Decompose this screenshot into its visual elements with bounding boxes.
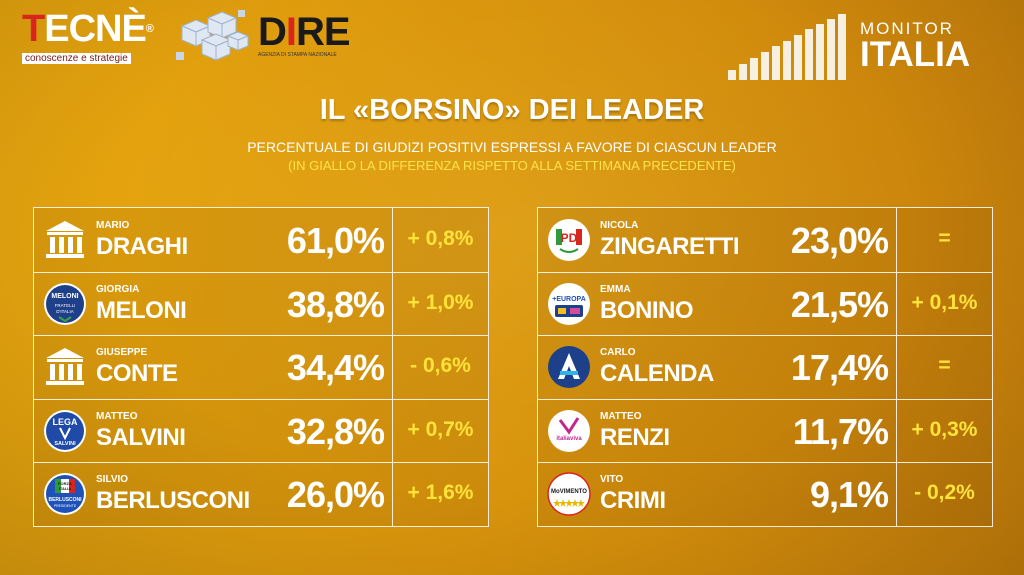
table-row: FORZA ITALIA BERLUSCONI PRESIDENTE SILVI…	[34, 462, 488, 526]
leader-difference: + 1,0%	[407, 290, 474, 314]
leader-percentage: 17,4%	[790, 347, 889, 389]
europa-logo: +EUROPA	[548, 282, 590, 325]
dire-logo-re: RE	[296, 10, 351, 54]
chart-note: (IN GIALLO LA DIFFERENZA RISPETTO ALLA S…	[288, 158, 736, 173]
building-icon	[46, 348, 84, 386]
fi-logo-text-3: BERLUSCONI	[48, 497, 82, 503]
cubes-icon	[176, 10, 250, 61]
europa-logo-text: +EUROPA	[552, 296, 586, 303]
table-row: GIUSEPPE CONTE 34,4% - 0,6%	[34, 335, 488, 400]
tecne-logo-subtitle: conoscenze e strategie	[22, 53, 131, 64]
table-row: +EUROPA EMMA BONINO 21,5% + 0,1%	[538, 272, 992, 337]
dire-logo-i: I	[285, 10, 297, 54]
leader-last-name: RENZI	[600, 423, 670, 451]
leader-last-name: CALENDA	[600, 360, 714, 388]
leader-last-name: SALVINI	[96, 423, 186, 451]
table-row: LEGA SALVINI MATTEO SALVINI 32,8% + 0,7%	[34, 399, 488, 464]
dire-logo: DIRE AGENZIA DI STAMPA NAZIONALE	[258, 10, 351, 58]
chart-title: IL «BORSINO» DEI LEADER	[319, 94, 705, 126]
italia-viva-logo: italiaviva	[548, 409, 590, 452]
leader-percentage: 11,7%	[792, 410, 889, 452]
leaders-table-right: PD NICOLA ZINGARETTI 23,0% = +EUROPA EMM…	[537, 207, 993, 527]
fdi-logo-text-2: FRATELLI	[55, 303, 76, 308]
leader-last-name: BERLUSCONI	[96, 487, 250, 515]
leader-difference: =	[938, 227, 951, 250]
leader-percentage: 9,1%	[809, 474, 889, 516]
tecne-logo-reg: ®	[145, 23, 154, 35]
tecne-logo-word: ECNÈ	[44, 8, 147, 50]
fi-logo-text-2: ITALIA	[59, 486, 72, 491]
bars-icon	[728, 14, 846, 80]
leader-difference: - 0,6%	[410, 354, 471, 378]
table-row: MARIO DRAGHI 61,0% + 0,8%	[34, 208, 488, 273]
table-row: MELONI FRATELLI D'ITALIA GIORGIA MELONI …	[34, 272, 488, 337]
dire-logo-d: D	[258, 10, 287, 54]
leader-percentage: 38,8%	[286, 283, 385, 325]
building-icon	[46, 221, 84, 258]
iv-logo-text: italiaviva	[556, 436, 582, 442]
leader-difference: + 0,7%	[407, 417, 474, 441]
azione-logo	[548, 346, 590, 389]
leader-difference: + 1,6%	[407, 481, 474, 505]
table-row: PD NICOLA ZINGARETTI 23,0% =	[538, 208, 992, 273]
leader-difference: + 0,3%	[911, 417, 978, 441]
leader-first-name: GIORGIA	[96, 283, 140, 295]
leader-first-name: VITO	[600, 474, 624, 486]
lega-logo: LEGA SALVINI	[44, 409, 86, 452]
pd-logo-text: PD	[561, 231, 578, 245]
leader-last-name: BONINO	[600, 296, 694, 324]
monitor-italia-logo: MONITOR ITALIA	[860, 20, 970, 73]
pd-logo: PD	[548, 219, 590, 261]
lega-logo-text: LEGA	[52, 417, 78, 427]
column-divider	[896, 208, 897, 526]
fdi-logo: MELONI FRATELLI D'ITALIA	[44, 282, 86, 325]
leader-first-name: NICOLA	[600, 220, 639, 231]
leaders-table-left: MARIO DRAGHI 61,0% + 0,8% MELONI FRATELL…	[33, 207, 489, 527]
leader-first-name: MATTEO	[600, 410, 642, 422]
leader-first-name: SILVIO	[96, 474, 129, 486]
dire-logo-subtitle: AGENZIA DI STAMPA NAZIONALE	[258, 52, 337, 58]
leader-percentage: 34,4%	[286, 347, 385, 389]
table-row: MoVIMENTO VITO CRIMI 9,1% - 0,2%	[538, 462, 992, 526]
fdi-logo-text-3: D'ITALIA	[56, 309, 74, 314]
leader-last-name: CONTE	[96, 360, 178, 388]
chart-subtitle: PERCENTUALE DI GIUDIZI POSITIVI ESPRESSI…	[247, 139, 777, 155]
table-row: italiaviva MATTEO RENZI 11,7% + 0,3%	[538, 399, 992, 464]
column-divider	[392, 208, 393, 526]
leader-first-name: EMMA	[600, 283, 631, 295]
tecne-logo-t: T	[22, 8, 45, 50]
leader-first-name: GIUSEPPE	[96, 347, 148, 359]
leader-percentage: 23,0%	[790, 220, 889, 261]
leader-difference: + 0,8%	[407, 227, 474, 250]
m5s-logo-text: MoVIMENTO	[551, 489, 587, 495]
leader-percentage: 26,0%	[286, 474, 385, 516]
italia-label: ITALIA	[860, 35, 971, 74]
leader-last-name: DRAGHI	[96, 233, 188, 260]
fi-logo-text: FORZA	[58, 481, 72, 486]
forza-italia-logo: FORZA ITALIA BERLUSCONI PRESIDENTE	[44, 473, 86, 516]
leader-difference: =	[938, 354, 951, 378]
leader-last-name: MELONI	[96, 296, 187, 324]
leader-percentage: 21,5%	[790, 283, 889, 325]
leader-percentage: 61,0%	[286, 220, 385, 261]
leader-first-name: MATTEO	[96, 410, 138, 422]
fdi-logo-text: MELONI	[51, 293, 78, 300]
m5s-logo: MoVIMENTO	[547, 472, 591, 517]
monitor-label: MONITOR	[860, 19, 954, 38]
leader-first-name: MARIO	[96, 220, 130, 231]
leader-percentage: 32,8%	[286, 410, 385, 452]
leader-difference: - 0,2%	[914, 481, 975, 505]
tecne-logo: TECNÈ® conoscenze e strategie	[22, 8, 154, 66]
leader-last-name: CRIMI	[600, 487, 666, 515]
leader-last-name: ZINGARETTI	[600, 233, 740, 260]
leader-difference: + 0,1%	[911, 290, 978, 314]
lega-logo-text-2: SALVINI	[54, 441, 76, 447]
table-row: CARLO CALENDA 17,4% =	[538, 335, 992, 400]
fi-logo-text-4: PRESIDENTE	[54, 504, 77, 508]
leader-first-name: CARLO	[600, 347, 636, 359]
